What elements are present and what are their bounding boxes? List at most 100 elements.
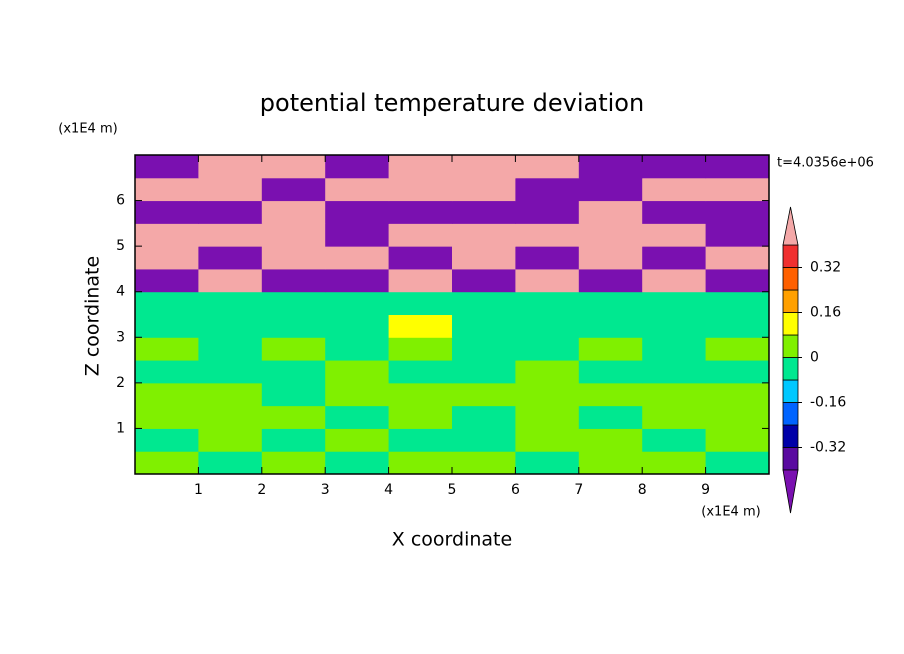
colorbar-tick-label: 0.32 <box>810 260 841 276</box>
field-cell <box>261 200 326 224</box>
field-cell <box>452 223 516 247</box>
field-cell <box>325 177 390 202</box>
field-cell <box>515 382 580 407</box>
colorbar-band <box>782 312 799 336</box>
axes: 1 2 3 4 5 6 7 8 9 1 2 3 4 5 6 <box>116 154 770 498</box>
field-cell <box>135 246 199 270</box>
field-cell <box>261 428 326 452</box>
y-tick-label: 3 <box>116 329 125 345</box>
field-cell <box>515 314 580 338</box>
field-cell <box>578 337 643 361</box>
field-cell <box>452 155 516 179</box>
field-cell <box>452 382 516 407</box>
field-cell <box>642 200 707 224</box>
field-cell <box>135 428 199 452</box>
field-cell <box>642 451 707 475</box>
field-cell <box>642 405 707 429</box>
field-cell <box>642 246 707 270</box>
colorbar-tick-label: -0.32 <box>810 440 846 456</box>
field-cell <box>705 405 770 429</box>
field-cell <box>705 200 770 224</box>
field-cell <box>388 268 453 293</box>
field-cell <box>198 268 263 293</box>
field-cell <box>198 291 263 315</box>
field-cell <box>261 314 326 338</box>
field-cell <box>578 268 643 293</box>
field-cell <box>388 177 453 202</box>
field <box>135 155 770 475</box>
field-cell <box>452 246 516 270</box>
colorbar-band <box>782 402 799 426</box>
field-cell <box>198 337 263 361</box>
field-cell <box>388 246 453 270</box>
field-cell <box>515 246 580 270</box>
field-cell <box>452 405 516 429</box>
field-cell <box>642 314 707 338</box>
y-tick-label: 1 <box>116 420 125 436</box>
field-cell <box>261 382 326 407</box>
field-cell <box>515 177 580 202</box>
field-cell <box>578 223 643 247</box>
field-cell <box>452 291 516 315</box>
field-cell <box>388 155 453 179</box>
field-cell <box>261 360 326 384</box>
x-tick-label: 8 <box>638 482 647 498</box>
field-cell <box>705 382 770 407</box>
field-cell <box>198 155 263 179</box>
field-cell <box>705 337 770 361</box>
field-cell <box>135 291 199 315</box>
x-tick-label: 2 <box>257 482 266 498</box>
x-axis-label: X coordinate <box>392 529 512 551</box>
field-cell <box>578 382 643 407</box>
x-tick-label: 4 <box>384 482 393 498</box>
colorbar-band <box>782 334 799 358</box>
field-cell <box>705 155 770 179</box>
field-cell <box>515 428 580 452</box>
field-cell <box>135 314 199 338</box>
field-cell <box>198 428 263 452</box>
field-cell <box>135 337 199 361</box>
y-unit: (x1E4 m) <box>58 122 117 137</box>
field-cell <box>705 451 770 475</box>
field-cell <box>642 428 707 452</box>
colorbar-band <box>782 424 799 448</box>
field-cell <box>578 291 643 315</box>
field-cell <box>515 155 580 179</box>
field-cell <box>578 246 643 270</box>
field-cell <box>388 405 453 429</box>
field-cell <box>198 451 263 475</box>
y-tick-label: 5 <box>116 238 125 254</box>
field-cell <box>578 360 643 384</box>
field-cell <box>325 291 390 315</box>
field-cell <box>198 314 263 338</box>
field-cell <box>515 360 580 384</box>
field-cell <box>388 382 453 407</box>
field-cell <box>705 177 770 202</box>
field-cell <box>388 451 453 475</box>
field-cell <box>705 314 770 338</box>
field-cell <box>452 337 516 361</box>
field-cell <box>261 155 326 179</box>
field-cell <box>515 405 580 429</box>
field-cell <box>515 291 580 315</box>
field-cell <box>135 360 199 384</box>
colorbar-tick-label: 0 <box>810 350 819 366</box>
x-tick-label: 3 <box>321 482 330 498</box>
field-cell <box>135 155 199 179</box>
field-cell <box>388 223 453 247</box>
field-cell <box>261 405 326 429</box>
field-cell <box>198 360 263 384</box>
field-cell <box>642 291 707 315</box>
field-cell <box>515 223 580 247</box>
field-cell <box>642 337 707 361</box>
field-cell <box>261 177 326 202</box>
field-cell <box>705 246 770 270</box>
field-cell <box>515 451 580 475</box>
colorbar-band <box>782 267 799 291</box>
field-cell <box>135 382 199 407</box>
colorbar-band <box>782 357 799 381</box>
field-cell <box>452 428 516 452</box>
field-cell <box>705 360 770 384</box>
field-cell <box>452 268 516 293</box>
